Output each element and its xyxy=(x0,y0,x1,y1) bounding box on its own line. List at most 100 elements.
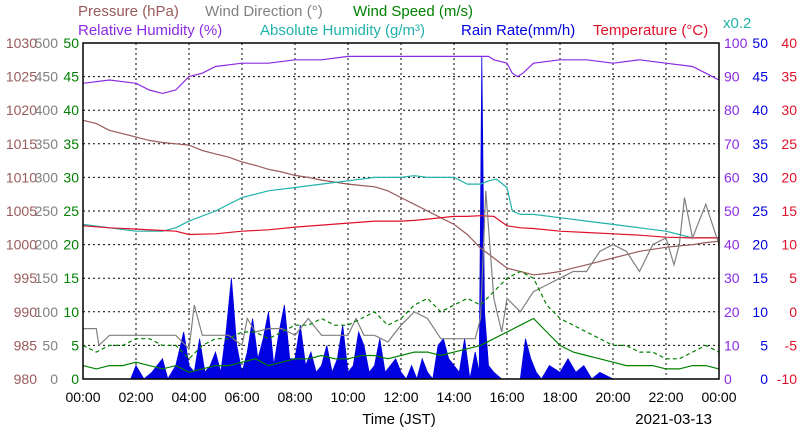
tick-label-humidity: 50 xyxy=(724,203,740,219)
tick-label-pressure: 1025 xyxy=(6,69,37,85)
tick-label-temperature: 10 xyxy=(781,237,797,253)
tick-label-pressure: 1030 xyxy=(6,35,37,51)
tick-label-temperature: -5 xyxy=(785,337,798,353)
tick-label-time: 12:00 xyxy=(383,389,418,405)
tick-label-wind_speed: 0 xyxy=(71,371,79,387)
tick-label-time: 00:00 xyxy=(701,389,736,405)
tick-label-rain: 25 xyxy=(752,203,768,219)
tick-label-pressure: 995 xyxy=(14,270,38,286)
tick-label-temperature: 0 xyxy=(789,304,797,320)
tick-label-time: 10:00 xyxy=(330,389,365,405)
tick-label-time: 02:00 xyxy=(118,389,153,405)
tick-label-rain: 0 xyxy=(760,371,768,387)
tick-label-temperature: 15 xyxy=(781,203,797,219)
tick-label-humidity: 40 xyxy=(724,237,740,253)
tick-label-rain: 50 xyxy=(752,35,768,51)
tick-label-wind_speed: 45 xyxy=(63,69,79,85)
tick-label-time: 14:00 xyxy=(436,389,471,405)
tick-label-humidity: 70 xyxy=(724,136,740,152)
tick-label-temperature: 5 xyxy=(789,270,797,286)
tick-label-wind_speed: 35 xyxy=(63,136,79,152)
tick-label-pressure: 980 xyxy=(14,371,38,387)
tick-label-wind_dir: 350 xyxy=(35,136,59,152)
tick-label-wind_dir: 250 xyxy=(35,203,59,219)
plot-frame xyxy=(82,42,720,380)
legend-rain-rate: Rain Rate(mm/h) xyxy=(461,22,575,39)
legend-wind-speed: Wind Speed (m/s) xyxy=(353,3,473,20)
tick-label-rain: 20 xyxy=(752,237,768,253)
tick-label-temperature: 40 xyxy=(781,35,797,51)
axis-temperature-labels: 40 35 30 25 20 15 10 5 0 -5 -10 xyxy=(777,35,797,387)
tick-label-pressure: 1020 xyxy=(6,102,37,118)
legend-absolute-humidity: Absolute Humidity (g/m³) xyxy=(260,22,425,39)
axis-pressure-labels: 1030 1025 1020 1015 1010 1005 1000 995 990 985 980 xyxy=(6,35,37,387)
tick-label-pressure: 1005 xyxy=(6,203,37,219)
tick-label-temperature: 35 xyxy=(781,69,797,85)
tick-label-temperature: 20 xyxy=(781,169,797,185)
legend-temperature: Temperature (°C) xyxy=(593,22,708,39)
tick-label-wind_dir: 0 xyxy=(50,371,58,387)
tick-label-humidity: 60 xyxy=(724,169,740,185)
tick-label-time: 18:00 xyxy=(542,389,577,405)
legend-wind-direction: Wind Direction (°) xyxy=(205,3,323,20)
tick-label-humidity: 20 xyxy=(724,304,740,320)
series-humidity xyxy=(82,55,720,95)
tick-label-temperature: 25 xyxy=(781,136,797,152)
series-pressure xyxy=(82,119,720,276)
tick-label-time: 04:00 xyxy=(171,389,206,405)
tick-label-time: 20:00 xyxy=(595,389,630,405)
tick-label-wind_speed: 25 xyxy=(63,203,79,219)
tick-label-time: 22:00 xyxy=(648,389,683,405)
line-series xyxy=(82,55,720,373)
tick-label-humidity: 30 xyxy=(724,270,740,286)
axis-time-labels: 00:00 02:00 04:00 06:00 08:00 10:00 12:00 14:00… xyxy=(65,389,736,405)
tick-label-wind_speed: 50 xyxy=(63,35,79,51)
tick-label-time: 16:00 xyxy=(489,389,524,405)
tick-label-rain: 10 xyxy=(752,304,768,320)
legend-relative-humidity: Relative Humidity (%) xyxy=(78,22,222,39)
tick-label-wind_dir: 300 xyxy=(35,169,59,185)
tick-label-time: 00:00 xyxy=(65,389,100,405)
tick-label-wind_speed: 15 xyxy=(63,270,79,286)
tick-label-wind_dir: 500 xyxy=(35,35,59,51)
tick-label-pressure: 985 xyxy=(14,337,38,353)
tick-label-humidity: 0 xyxy=(724,371,732,387)
tick-label-rain: 5 xyxy=(760,337,768,353)
tick-label-rain: 45 xyxy=(752,69,768,85)
series-abs_humidity xyxy=(82,175,719,239)
tick-label-pressure: 1015 xyxy=(6,136,37,152)
tick-label-wind_speed: 40 xyxy=(63,102,79,118)
series-wind_dir xyxy=(83,190,720,351)
tick-label-rain: 35 xyxy=(752,136,768,152)
series-wind_speed xyxy=(82,317,720,373)
tick-label-rain: 30 xyxy=(752,169,768,185)
tick-label-wind_dir: 50 xyxy=(42,337,58,353)
tick-label-wind_speed: 20 xyxy=(63,237,79,253)
tick-label-wind_dir: 450 xyxy=(35,69,59,85)
tick-label-pressure: 1010 xyxy=(6,169,37,185)
tick-label-wind_speed: 30 xyxy=(63,169,79,185)
legend-abs-scale-note: x0.2 xyxy=(723,15,751,32)
tick-label-temperature: -10 xyxy=(777,371,797,387)
tick-label-wind_speed: 5 xyxy=(71,337,79,353)
x-axis-label: Time (JST) xyxy=(362,411,436,428)
tick-label-time: 06:00 xyxy=(224,389,259,405)
tick-label-wind_dir: 100 xyxy=(35,304,59,320)
tick-label-pressure: 1000 xyxy=(6,237,37,253)
tick-label-rain: 15 xyxy=(752,270,768,286)
tick-label-humidity: 90 xyxy=(724,69,740,85)
series-wind_speed_gust xyxy=(82,270,720,360)
tick-label-humidity: 100 xyxy=(724,35,748,51)
grid xyxy=(83,43,719,379)
tick-label-wind_dir: 150 xyxy=(35,270,59,286)
tick-label-humidity: 80 xyxy=(724,102,740,118)
tick-label-wind_dir: 200 xyxy=(35,237,59,253)
tick-label-pressure: 990 xyxy=(14,304,38,320)
tick-label-wind_speed: 10 xyxy=(63,304,79,320)
